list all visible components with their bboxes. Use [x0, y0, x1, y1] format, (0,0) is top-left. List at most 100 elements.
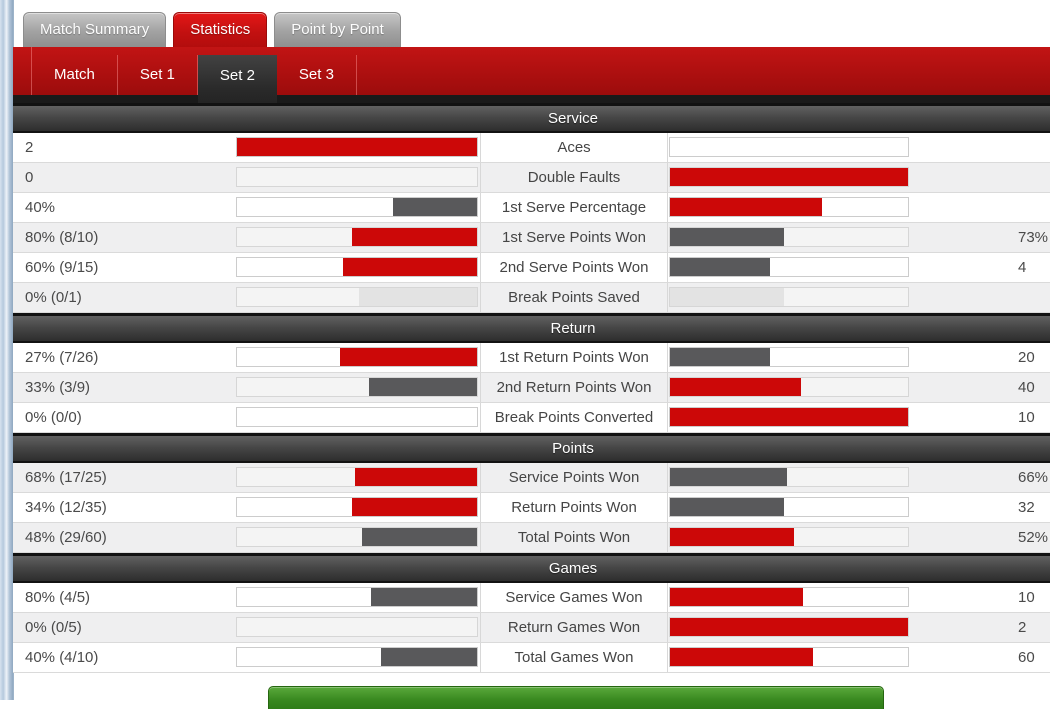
set-tab-set-3[interactable]: Set 3: [277, 55, 357, 95]
left-bar-track: [236, 527, 478, 547]
stat-row: 80% (4/5) Service Games Won 10: [13, 583, 1050, 613]
stat-row: 80% (8/10) 1st Serve Points Won 73%: [13, 223, 1050, 253]
left-bar-track: [236, 287, 478, 307]
right-bar: [670, 378, 801, 396]
window-edge: [0, 0, 14, 700]
stat-row: 0% (0/1) Break Points Saved: [13, 283, 1050, 313]
right-bar-track: [669, 647, 909, 667]
section-header: Games: [13, 553, 1050, 583]
stat-label: 1st Serve Points Won: [480, 223, 668, 252]
left-bar: [352, 228, 477, 246]
right-bar: [670, 198, 823, 216]
right-value: 2: [1018, 619, 1027, 636]
stat-row: 33% (3/9) 2nd Return Points Won 40: [13, 373, 1050, 403]
section-header: Service: [13, 103, 1050, 133]
left-bar: [352, 498, 477, 516]
left-value: 0% (0/5): [25, 619, 82, 636]
section-header: Points: [13, 433, 1050, 463]
stat-row: 40% (4/10) Total Games Won 60: [13, 643, 1050, 673]
right-bar: [670, 258, 770, 276]
stat-label: 2nd Return Points Won: [480, 373, 668, 402]
left-value: 34% (12/35): [25, 499, 107, 516]
left-value: 2: [25, 139, 34, 156]
set-tab-set-1[interactable]: Set 1: [118, 55, 198, 95]
right-bar: [670, 288, 785, 306]
set-tab-match[interactable]: Match: [32, 55, 118, 95]
left-bar: [371, 588, 477, 606]
stat-row: 68% (17/25) Service Points Won 66%: [13, 463, 1050, 493]
main-tab-point-by-point[interactable]: Point by Point: [274, 12, 401, 47]
left-bar-track: [236, 197, 478, 217]
right-bar-track: [669, 617, 909, 637]
left-value: 68% (17/25): [25, 469, 107, 486]
left-bar-track: [236, 257, 478, 277]
right-bar-track: [669, 227, 909, 247]
stat-label: Aces: [480, 133, 668, 162]
stats-table: Service 2 Aces 0 Double Faults 40% 1st S…: [13, 103, 1050, 673]
left-value: 80% (8/10): [25, 229, 99, 246]
stat-row: 27% (7/26) 1st Return Points Won 20: [13, 343, 1050, 373]
section-title: Return: [550, 320, 596, 337]
section-title: Points: [552, 440, 594, 457]
stats-section: Return 27% (7/26) 1st Return Points Won …: [13, 313, 1050, 433]
tab-bar-divider: [13, 95, 1050, 103]
stat-label: 2nd Serve Points Won: [480, 253, 668, 282]
right-value: 66%: [1018, 469, 1049, 486]
right-value: 52%: [1018, 529, 1049, 546]
right-bar-track: [669, 347, 909, 367]
right-bar: [670, 528, 794, 546]
right-value: 32: [1018, 499, 1035, 516]
right-bar: [670, 498, 785, 516]
section-title: Games: [548, 560, 598, 577]
right-bar-track: [669, 287, 909, 307]
right-bar: [670, 168, 908, 186]
stat-row: 34% (12/35) Return Points Won 32: [13, 493, 1050, 523]
main-tab-statistics[interactable]: Statistics: [173, 12, 268, 47]
right-bar-track: [669, 527, 909, 547]
stat-row: 48% (29/60) Total Points Won 52%: [13, 523, 1050, 553]
left-bar-track: [236, 587, 478, 607]
right-bar: [670, 468, 787, 486]
left-bar-track: [236, 167, 478, 187]
left-bar: [342, 258, 477, 276]
stat-label: Service Points Won: [480, 463, 668, 492]
right-value: 4: [1018, 259, 1027, 276]
green-button[interactable]: [268, 686, 884, 709]
right-bar-track: [669, 257, 909, 277]
stat-row: 0 Double Faults: [13, 163, 1050, 193]
right-value: 20: [1018, 349, 1035, 366]
set-tab-set-2[interactable]: Set 2: [197, 55, 277, 103]
main-tab-bar: Match Summary Statistics Point by Point: [13, 12, 401, 47]
right-bar: [670, 618, 908, 636]
right-bar-track: [669, 497, 909, 517]
left-bar-track: [236, 617, 478, 637]
set-tabs: Match Set 1 Set 2 Set 3: [31, 47, 357, 103]
stats-section: Games 80% (4/5) Service Games Won 10 0% …: [13, 553, 1050, 673]
left-bar: [354, 468, 477, 486]
main-tab-match-summary[interactable]: Match Summary: [23, 12, 167, 47]
left-value: 0: [25, 169, 34, 186]
right-value: 40: [1018, 379, 1035, 396]
stat-row: 40% 1st Serve Percentage: [13, 193, 1050, 223]
right-bar-track: [669, 587, 909, 607]
left-bar-track: [236, 497, 478, 517]
left-value: 80% (4/5): [25, 589, 91, 606]
left-bar: [393, 198, 477, 216]
left-bar-track: [236, 467, 478, 487]
right-bar-track: [669, 377, 909, 397]
left-bar-track: [236, 227, 478, 247]
right-bar-track: [669, 467, 909, 487]
section-title: Service: [547, 110, 599, 127]
stat-row: 2 Aces: [13, 133, 1050, 163]
right-value: 10: [1018, 409, 1035, 426]
right-bar: [670, 408, 908, 426]
right-value: 60: [1018, 649, 1035, 666]
right-bar-track: [669, 137, 909, 157]
left-value: 48% (29/60): [25, 529, 107, 546]
left-bar: [369, 378, 477, 396]
left-value: 60% (9/15): [25, 259, 99, 276]
left-value: 40%: [25, 199, 56, 216]
right-bar: [670, 228, 785, 246]
right-bar-track: [669, 407, 909, 427]
left-value: 40% (4/10): [25, 649, 99, 666]
